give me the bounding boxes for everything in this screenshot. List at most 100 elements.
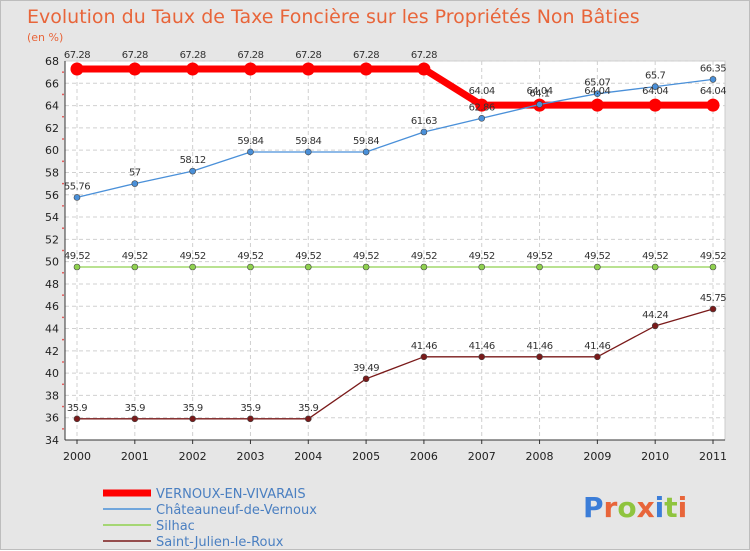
y-minor-tick (62, 160, 64, 163)
series-point-0 (70, 62, 84, 76)
y-tick-label: 64 (45, 100, 59, 113)
series-point-0 (359, 62, 373, 76)
data-label-3: 41.46 (584, 341, 610, 352)
legend: VERNOUX-EN-VIVARAISChâteauneuf-de-Vernou… (103, 487, 317, 550)
data-label-2: 49.52 (526, 251, 552, 262)
series-point-3 (709, 305, 717, 313)
data-label-1: 59.84 (295, 136, 321, 147)
data-label-3: 44.24 (642, 310, 668, 321)
data-label-2: 49.52 (237, 251, 263, 262)
x-tick-label: 2005 (352, 450, 380, 463)
y-tick-label: 48 (45, 278, 59, 291)
data-label-1: 65.07 (584, 78, 610, 89)
y-tick-label: 46 (45, 300, 59, 313)
series-point-0 (590, 98, 604, 112)
logo-letter: P (583, 491, 604, 524)
logo-letter: x (637, 491, 655, 524)
series-point-2 (304, 263, 312, 271)
data-label-2: 49.52 (411, 251, 437, 262)
y-minor-tick (62, 316, 64, 319)
data-label-3: 41.46 (526, 341, 552, 352)
data-label-1: 57 (129, 168, 141, 179)
series-point-2 (594, 263, 601, 271)
y-tick-label: 44 (45, 323, 59, 336)
series-point-1 (73, 194, 81, 201)
data-label-0: 64.04 (700, 86, 726, 97)
y-tick-label: 36 (45, 412, 59, 425)
legend-label-3: Saint-Julien-le-Roux (156, 535, 284, 550)
series-point-0 (417, 62, 431, 76)
series-point-3 (304, 415, 312, 423)
data-label-0: 64.04 (469, 86, 495, 97)
data-label-1: 64.1 (529, 88, 549, 99)
x-tick-label: 2001 (121, 450, 149, 463)
y-minor-tick (62, 115, 64, 118)
logo-letter: o (617, 491, 636, 524)
data-label-3: 35.9 (183, 403, 203, 414)
series-point-3 (536, 353, 543, 361)
y-minor-tick (62, 361, 64, 363)
data-label-2: 49.52 (353, 251, 379, 262)
x-tick-label: 2009 (583, 450, 611, 463)
x-tick-label: 2008 (526, 450, 554, 463)
y-tick-label: 60 (45, 144, 59, 157)
y-minor-tick (62, 383, 64, 386)
data-label-1: 58.12 (180, 155, 206, 166)
y-minor-tick (62, 93, 64, 96)
x-tick-label: 2011 (699, 450, 727, 463)
y-tick-label: 50 (45, 256, 59, 269)
proxiti-logo: Proxiti (583, 491, 687, 524)
logo-letter: i (678, 491, 688, 524)
series-point-0 (128, 62, 142, 76)
data-label-0: 67.28 (295, 50, 321, 61)
data-label-3: 35.9 (67, 403, 87, 414)
data-label-3: 35.9 (298, 403, 318, 414)
logo-letter: r (604, 491, 618, 524)
y-tick-label: 68 (45, 55, 59, 68)
y-tick-label: 56 (45, 189, 59, 202)
series-layer (70, 62, 720, 423)
y-minor-tick (62, 427, 64, 430)
y-minor-tick (62, 405, 64, 408)
series-point-2 (247, 263, 254, 271)
series-point-2 (362, 263, 370, 271)
series-point-1 (536, 101, 543, 108)
y-minor-tick (62, 138, 64, 140)
data-label-0: 67.28 (180, 50, 206, 61)
series-point-3 (594, 353, 601, 361)
y-tick-label: 54 (45, 211, 59, 224)
data-label-2: 49.52 (295, 251, 321, 262)
series-point-3 (420, 353, 428, 361)
legend-label-2: Silhac (156, 519, 195, 534)
data-label-0: 67.28 (122, 50, 148, 61)
data-label-2: 49.52 (700, 251, 726, 262)
y-axis-unit: (en %) (27, 31, 63, 44)
data-label-2: 49.52 (584, 251, 610, 262)
series-line-3 (76, 308, 714, 420)
data-label-1: 66.35 (700, 63, 726, 74)
series-line-0 (73, 65, 717, 109)
y-minor-tick (62, 205, 64, 207)
legend-label-0: VERNOUX-EN-VIVARAIS (156, 487, 306, 502)
x-tick-label: 2003 (236, 450, 264, 463)
logo-letter: t (664, 491, 677, 524)
x-tick-label: 2006 (410, 450, 438, 463)
y-tick-label: 66 (45, 77, 59, 90)
series-point-1 (709, 76, 717, 83)
data-label-3: 41.46 (469, 341, 495, 352)
data-label-0: 67.28 (353, 50, 379, 61)
series-point-2 (651, 263, 659, 271)
y-minor-tick (62, 294, 64, 296)
y-tick-label: 52 (45, 233, 59, 246)
series-point-0 (186, 62, 200, 76)
data-labels: 67.28 67.28 67.28 67.28 67.28 67.28 67.28 64.04… (64, 50, 727, 414)
axes: 34 36 38 40 42 44 46 48 50 52 54 56 58 60 62 64 66 68 2000… (45, 55, 727, 463)
data-label-3: 35.9 (125, 403, 145, 414)
series-point-1 (420, 128, 428, 136)
data-label-2: 49.52 (64, 251, 90, 262)
data-label-3: 41.46 (411, 341, 437, 352)
series-point-0 (301, 62, 315, 76)
data-label-1: 65.7 (645, 71, 665, 82)
plot-area (64, 60, 726, 441)
